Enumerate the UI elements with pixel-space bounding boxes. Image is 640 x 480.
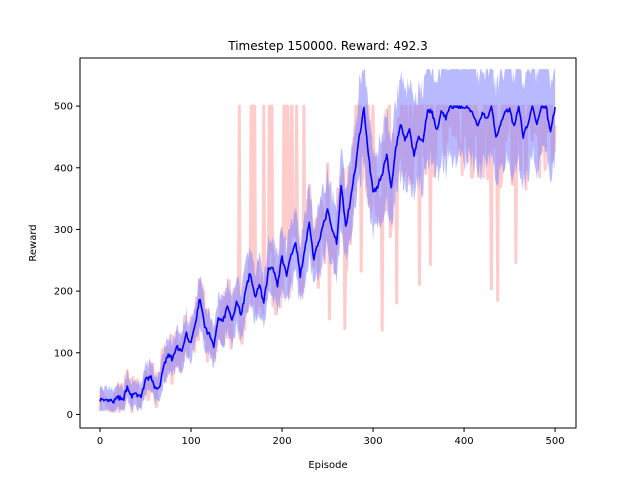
- x-tick-label-0: 0: [97, 436, 103, 447]
- reward-std-band: [100, 69, 556, 412]
- x-tick-label-100: 100: [181, 436, 200, 447]
- y-tick-label-500: 500: [54, 102, 73, 113]
- y-tick-label-0: 0: [67, 410, 73, 421]
- x-tick-label-500: 500: [546, 436, 565, 447]
- y-axis-label: Reward: [28, 224, 39, 261]
- y-tick-label-300: 300: [54, 225, 73, 236]
- x-tick-label-300: 300: [364, 436, 383, 447]
- y-tick-label-200: 200: [54, 287, 73, 298]
- y-tick-label-100: 100: [54, 348, 73, 359]
- x-tick-label-400: 400: [455, 436, 474, 447]
- plot-frame: [79, 57, 577, 429]
- x-axis-label: Episode: [308, 460, 347, 471]
- y-tick-label-400: 400: [54, 163, 73, 174]
- x-tick-label-200: 200: [272, 436, 291, 447]
- chart-title: Timestep 150000. Reward: 492.3: [227, 39, 427, 53]
- mean-reward-line: [99, 105, 556, 404]
